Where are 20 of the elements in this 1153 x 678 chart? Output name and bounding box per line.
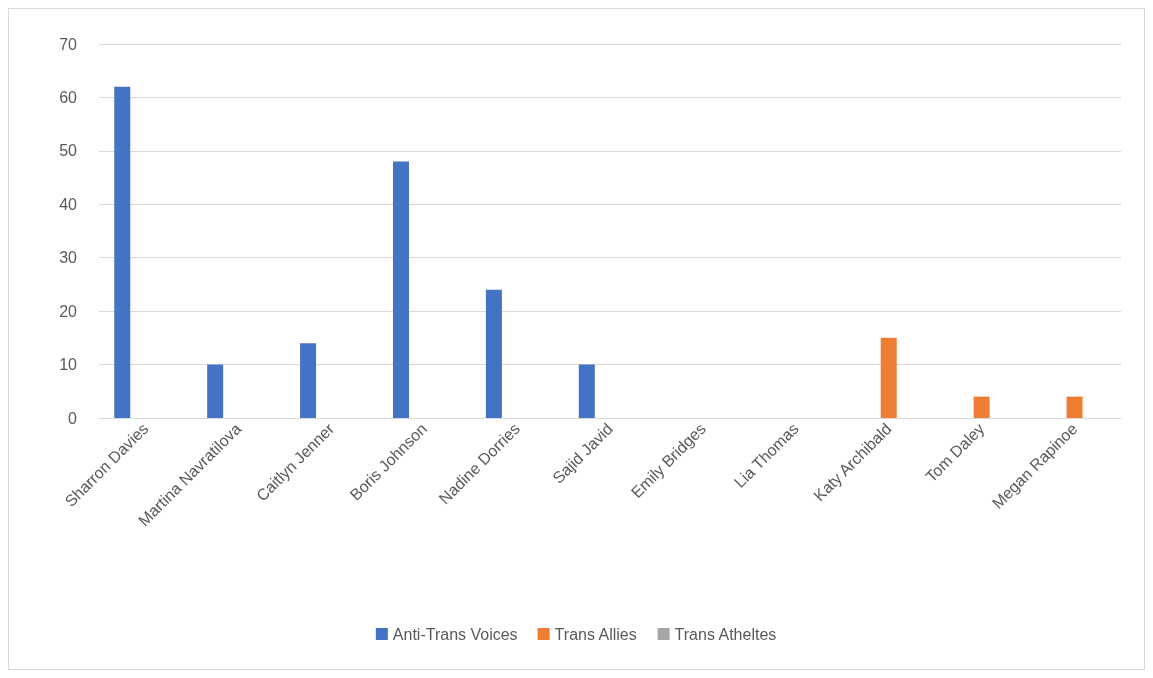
bar: [1066, 396, 1083, 418]
legend-label: Anti-Trans Voices: [392, 625, 518, 643]
legend-label: Trans Allies: [554, 625, 637, 643]
bar: [880, 337, 897, 418]
y-tick-label: 70: [59, 35, 78, 53]
bar: [207, 364, 224, 418]
y-tick-label: 0: [68, 409, 78, 427]
y-tick-label: 20: [59, 302, 78, 320]
bar: [114, 86, 131, 418]
bar: [485, 289, 502, 418]
y-tick-label: 60: [59, 88, 78, 106]
y-tick-label: 40: [59, 195, 78, 213]
bar: [973, 396, 990, 418]
bar: [392, 161, 409, 418]
y-tick-label: 50: [59, 142, 78, 160]
bar: [578, 364, 595, 418]
y-tick-label: 30: [59, 249, 78, 267]
y-tick-label: 10: [59, 356, 78, 374]
bar: [300, 343, 317, 418]
legend-label: Trans Atheltes: [674, 625, 777, 643]
